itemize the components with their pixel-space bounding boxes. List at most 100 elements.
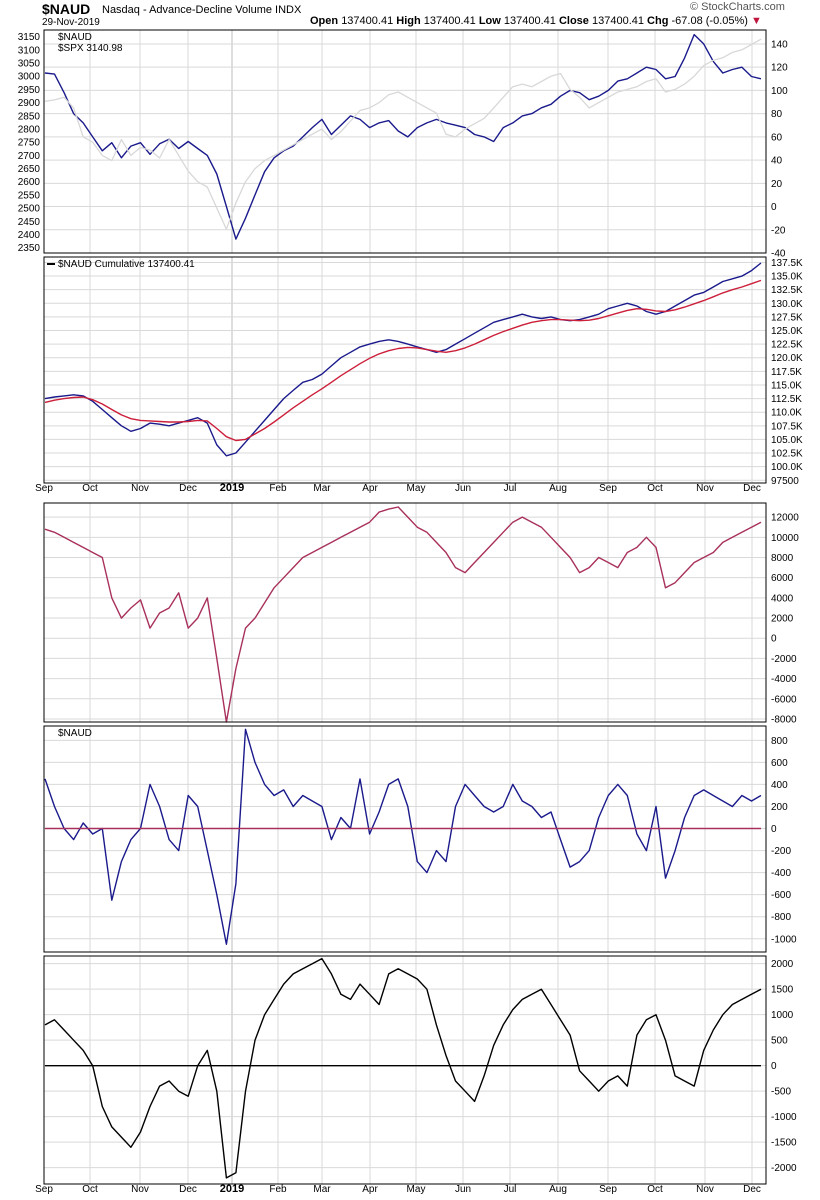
right-axis-tick-label: 140 <box>771 39 788 50</box>
right-axis-tick-label: 10000 <box>771 533 799 544</box>
right-axis-tick-label: 200 <box>771 802 788 813</box>
left-axis-tick-label: 3150 <box>18 32 41 43</box>
right-axis-tick-label: 0 <box>771 634 777 645</box>
panel-5: 2000 1500 1000 500 0 -500 -1000 -1500 -2000 <box>43 955 797 1185</box>
month-label: Dec <box>179 483 197 494</box>
panel-3: 12000 10000 8000 6000 4000 2000 0 -2000 -4000 -60… <box>43 502 799 725</box>
month-label: Feb <box>269 1184 287 1195</box>
month-label: Apr <box>362 1184 378 1195</box>
right-axis-tick-label: 0 <box>771 202 777 213</box>
month-label: Sep <box>35 483 53 494</box>
month-label: Oct <box>647 483 663 494</box>
left-axis-tick-label: 2850 <box>18 111 41 122</box>
right-axis-tick-label: 60 <box>771 132 783 143</box>
right-axis-tick-label: 100 <box>771 86 788 97</box>
right-axis-tick-label: -600 <box>771 890 791 901</box>
left-axis-tick-label: 2900 <box>18 98 41 109</box>
panel-frame <box>43 955 767 1185</box>
right-axis-tick-label: 100.0K <box>771 462 803 473</box>
close-value: 137400.41 <box>591 15 644 27</box>
panel-4: 800 600 400 200 0 -200 -400 -600 -800 -1000 $NAUD <box>43 725 797 953</box>
left-axis-tick-label: 2450 <box>18 217 41 228</box>
right-axis-tick-label: 80 <box>771 109 783 120</box>
panel-frame <box>43 725 767 953</box>
right-axis-tick-label: 122.5K <box>771 340 803 351</box>
right-axis-tick-label: 115.0K <box>771 380 802 391</box>
legend-label: $NAUD <box>58 728 92 739</box>
right-axis-tick-label: 0 <box>771 1061 777 1072</box>
right-axis-tick-label: 105.0K <box>771 435 803 446</box>
right-axis-tick-label: 800 <box>771 736 788 747</box>
month-label: Aug <box>549 1184 567 1195</box>
right-axis-tick-label: 1500 <box>771 985 794 996</box>
high-value: 137400.41 <box>423 15 476 27</box>
low-label: Low <box>478 15 501 27</box>
panel-2: 137.5K 135.0K 132.5K 130.0K 127.5K 125.0K 122.… <box>43 256 803 487</box>
right-axis-tick-label: 120 <box>771 63 788 74</box>
right-axis-tick-label: -500 <box>771 1087 791 1098</box>
month-label: 2019 <box>220 1183 244 1195</box>
right-axis-tick-label: 112.5K <box>771 394 802 405</box>
month-label: Oct <box>82 1184 98 1195</box>
left-axis-tick-label: 2750 <box>18 138 41 149</box>
right-axis-tick-label: 125.0K <box>771 326 803 337</box>
open-label: Open <box>310 15 339 27</box>
right-axis-tick-label: 97500 <box>771 476 799 487</box>
right-axis-tick-label: 0 <box>771 824 777 835</box>
month-label: Apr <box>362 483 378 494</box>
month-label: Nov <box>131 483 149 494</box>
legend-label: $NAUD <box>58 32 92 43</box>
series-line--spx-3140-98 <box>44 38 762 230</box>
right-axis-tick-label: -1000 <box>771 1112 797 1123</box>
series-line--naud <box>44 33 762 240</box>
chart-header: $NAUD Nasdaq - Advance-Decline Volume IN… <box>0 0 820 30</box>
right-axis-tick-label: -40 <box>771 249 786 260</box>
right-axis-tick-label: -8000 <box>771 714 797 725</box>
right-axis-tick-label: 137.5K <box>771 258 803 269</box>
series-line-1 <box>44 506 762 723</box>
month-label: Jun <box>455 1184 471 1195</box>
right-axis-tick-label: 135.0K <box>771 272 803 283</box>
month-axis-upper: Sep Oct Nov Dec 2019 Feb Mar Apr May Jun Jul Aug Sep… <box>35 482 761 494</box>
left-axis-tick-label: 2400 <box>18 230 41 241</box>
right-axis-tick-label: 2000 <box>771 614 794 625</box>
close-label: Close <box>558 15 589 27</box>
chg-label: Chg <box>647 15 669 27</box>
right-axis-tick-label: 600 <box>771 758 788 769</box>
quote-date: 29-Nov-2019 <box>42 17 100 28</box>
ticker-description: Nasdaq - Advance-Decline Volume INDX <box>102 4 302 16</box>
right-axis-tick-label: 1000 <box>771 1010 794 1021</box>
legend-label: $NAUD Cumulative 137400.41 <box>58 259 195 270</box>
right-axis-tick-label: -400 <box>771 868 791 879</box>
month-label: May <box>407 483 426 494</box>
series-line-1 <box>44 957 762 1179</box>
right-axis-tick-label: 8000 <box>771 553 794 564</box>
left-axis-tick-label: 3000 <box>18 72 41 83</box>
right-axis-tick-label: -2000 <box>771 1163 797 1174</box>
right-axis-tick-label: -1000 <box>771 934 797 945</box>
month-label: Dec <box>743 483 761 494</box>
month-label: Jul <box>504 483 517 494</box>
right-axis-tick-label: -4000 <box>771 674 797 685</box>
month-label: Dec <box>743 1184 761 1195</box>
left-axis-tick-label: 3050 <box>18 58 41 69</box>
right-axis-tick-label: 12000 <box>771 513 799 524</box>
right-axis-tick-label: 102.5K <box>771 449 803 460</box>
right-axis-tick-label: 40 <box>771 156 783 167</box>
month-label: Nov <box>131 1184 149 1195</box>
series-line--naud <box>44 728 762 945</box>
right-axis-tick-label: 110.0K <box>771 408 802 419</box>
month-label: Nov <box>696 483 714 494</box>
left-axis-tick-label: 3100 <box>18 45 41 56</box>
chg-value: -67.08 (-0.05%) <box>671 15 748 27</box>
low-value: 137400.41 <box>503 15 556 27</box>
right-axis-tick-label: -20 <box>771 225 786 236</box>
left-axis-tick-label: 2650 <box>18 164 41 175</box>
right-axis-tick-label: 4000 <box>771 593 794 604</box>
right-axis-tick-label: -2000 <box>771 654 797 665</box>
legend-label: $SPX 3140.98 <box>58 43 123 54</box>
panel-frame <box>43 256 767 484</box>
series-line--naud-cumulative-137400-41 <box>44 262 762 457</box>
month-axis-lower: Sep Oct Nov Dec 2019 Feb Mar Apr May Jun Jul Aug Sep… <box>35 1183 761 1195</box>
down-triangle-icon: ▼ <box>751 15 762 27</box>
